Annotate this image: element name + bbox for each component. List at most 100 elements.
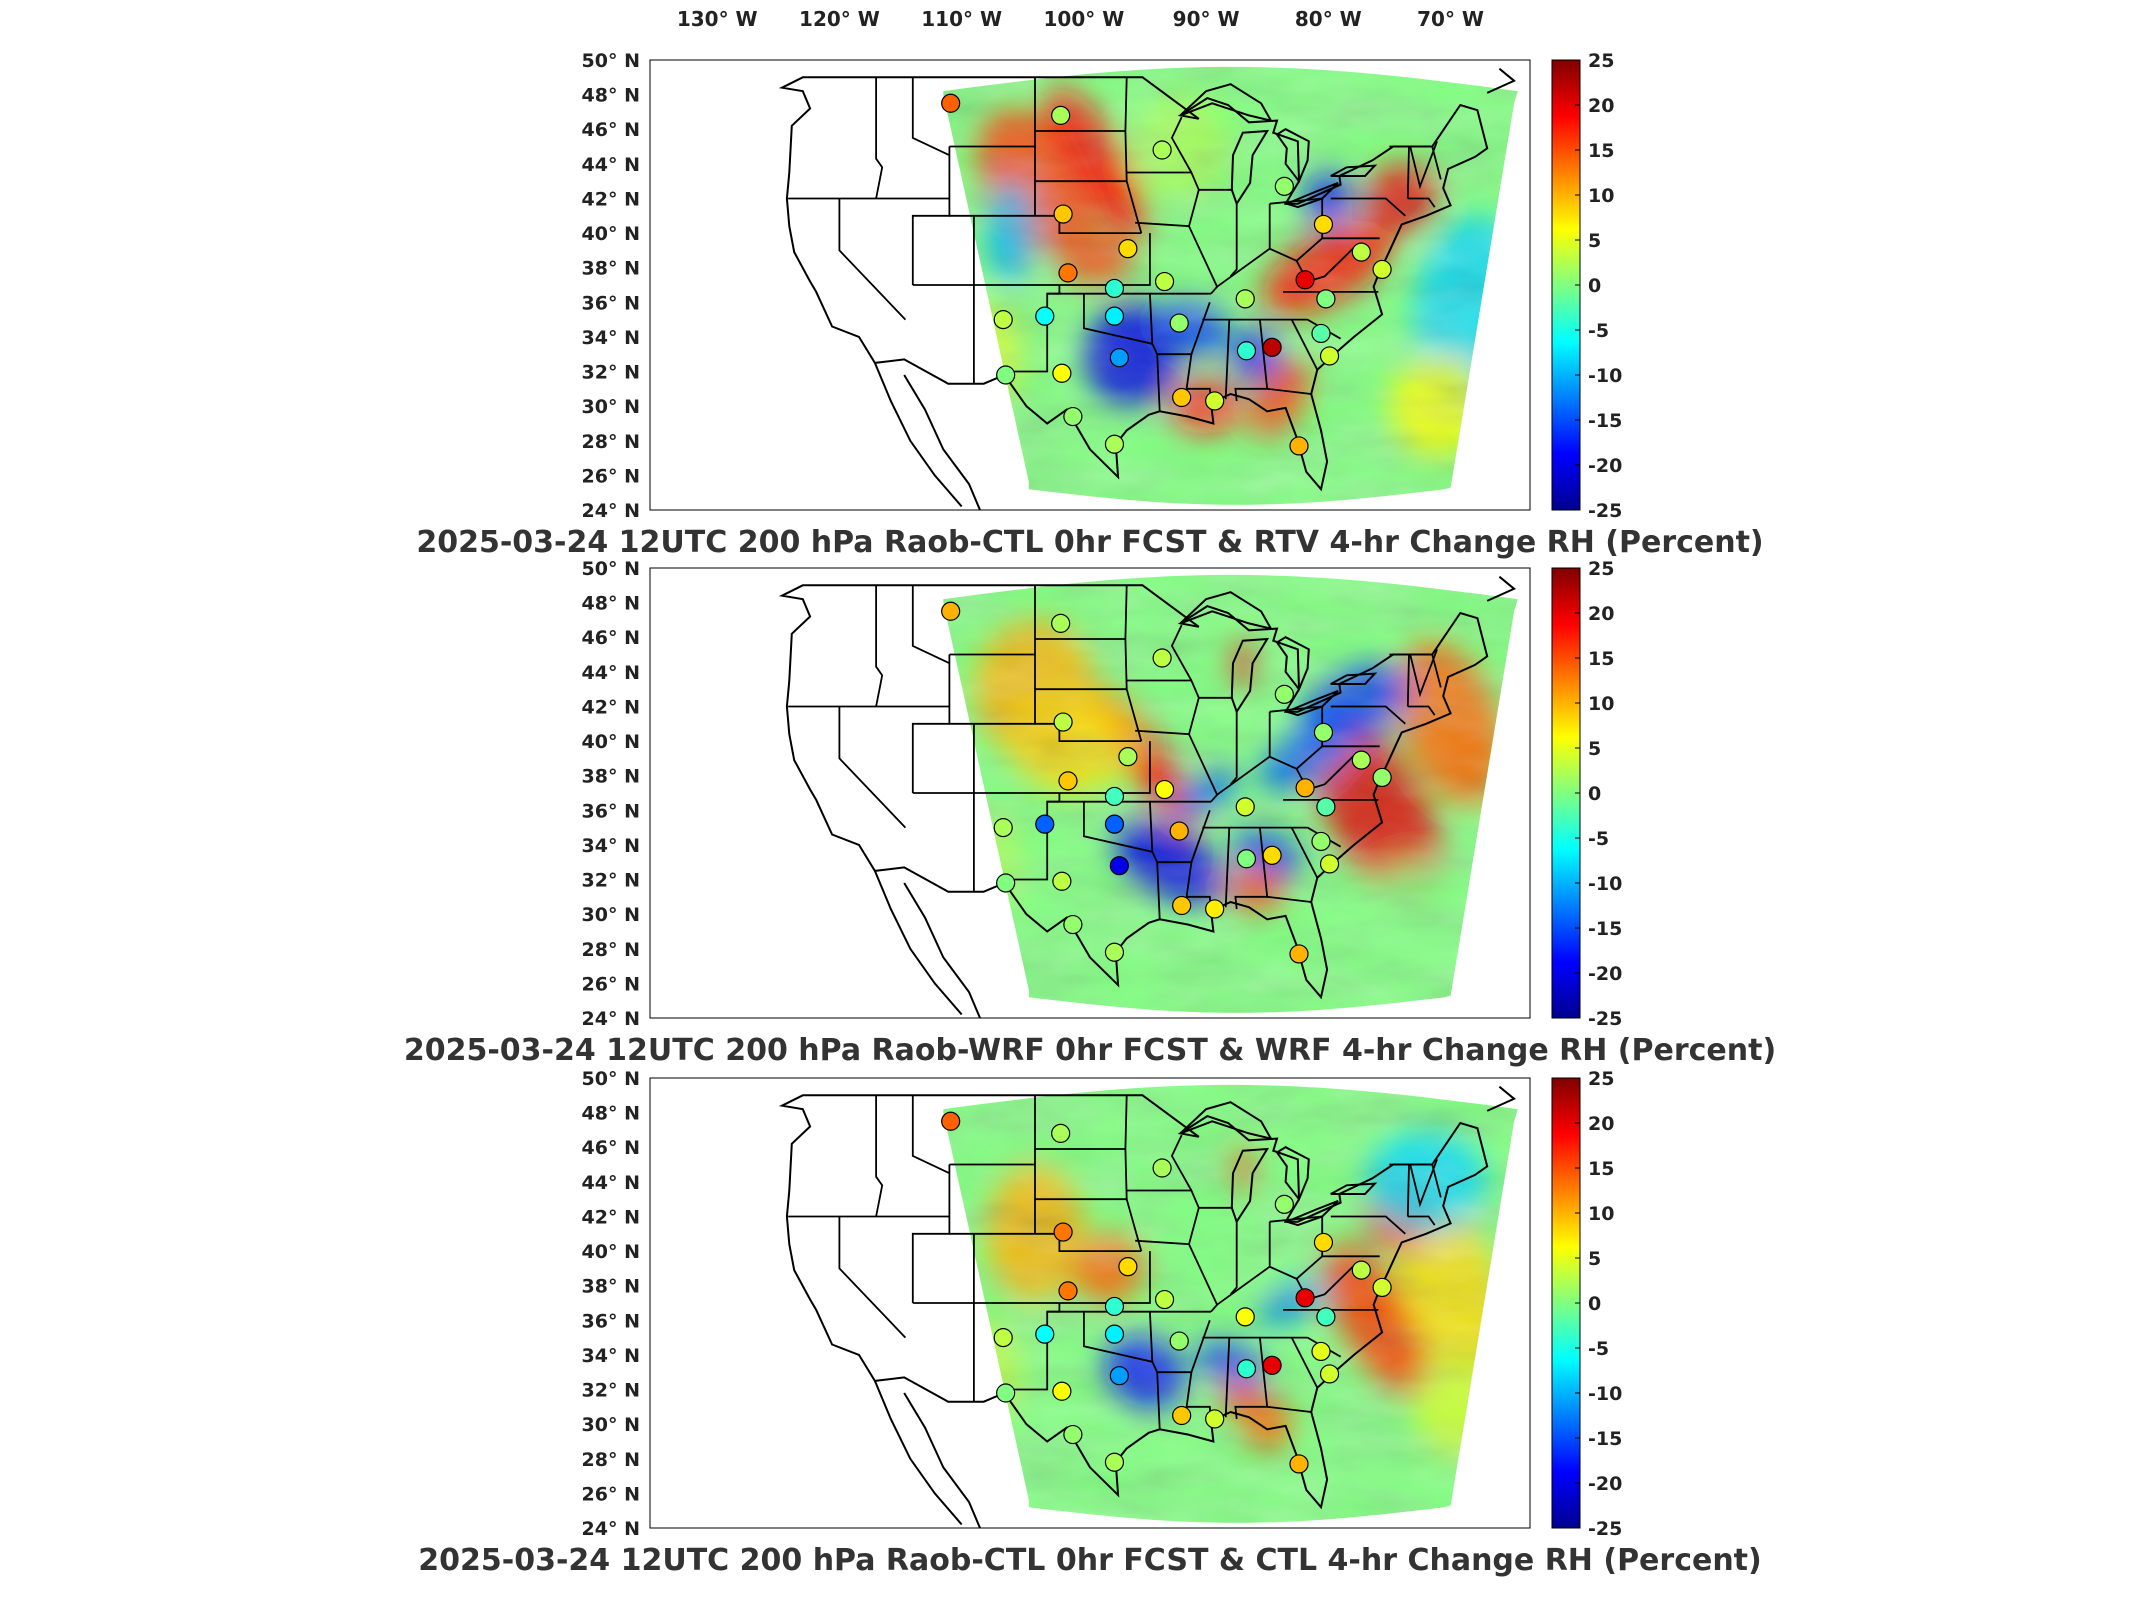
latitude-label: 40° N: [582, 731, 640, 753]
colorbar-tick-label: 5: [1588, 1248, 1601, 1270]
raob-station-marker: [1109, 856, 1129, 876]
raob-station-marker: [1104, 1324, 1125, 1344]
raob-station-marker: [1118, 747, 1138, 767]
state-boundary: [1170, 116, 1193, 173]
raob-station-marker: [993, 1328, 1013, 1348]
raob-station-marker: [1313, 1232, 1334, 1253]
map-frame: [649, 59, 1531, 511]
state-boundary: [1156, 354, 1161, 412]
gaspe-coast: [1486, 575, 1516, 602]
raob-station-marker: [1063, 1424, 1083, 1445]
map-frame: [649, 1077, 1531, 1529]
colorbar-tick-label: -25: [1588, 1008, 1622, 1030]
raob-station-marker: [1053, 712, 1073, 732]
longitude-label: 130° W: [677, 7, 758, 31]
raob-station-marker: [1351, 1260, 1371, 1280]
raob-station-marker: [1154, 779, 1175, 800]
longitude-label: 70° W: [1417, 7, 1484, 31]
colorbar-tick-label: -10: [1588, 873, 1622, 895]
latitude-axis-labels: 50° N 48° N 46° N 44° N 42° N 40° N 38° N 36° N…: [582, 1068, 640, 1540]
latitude-label: 38° N: [582, 766, 640, 788]
latitude-label: 30° N: [582, 904, 640, 926]
state-boundary: [911, 1164, 951, 1303]
colorbar-tick-label: 10: [1588, 185, 1614, 207]
raob-station-marker: [1104, 306, 1125, 326]
state-boundary: [911, 146, 951, 285]
colorbar-tick-label: 25: [1588, 50, 1614, 72]
state-boundary: [1224, 1337, 1231, 1418]
raob-station-marker: [1152, 648, 1172, 668]
raob-station-marker: [993, 818, 1013, 838]
latitude-label: 44° N: [582, 1172, 640, 1194]
colorbar-tick-label: 10: [1588, 1203, 1614, 1225]
state-boundary: [1321, 706, 1380, 748]
latitude-label: 36° N: [582, 292, 640, 314]
state-boundary: [911, 1095, 950, 1175]
colorbar-tick-label: -5: [1588, 320, 1609, 342]
raob-station-marker: [1109, 348, 1129, 368]
latitude-label: 46° N: [582, 627, 640, 649]
raob-station-marker: [1372, 767, 1392, 788]
raob-station-marker: [1051, 613, 1071, 633]
state-boundary: [1059, 233, 1151, 286]
great-lake: [1230, 637, 1270, 714]
great-lake: [1275, 636, 1310, 692]
raob-station-marker: [1262, 337, 1282, 357]
raob-station-marker: [1154, 1289, 1175, 1310]
raob-station-marker: [1236, 341, 1257, 361]
state-boundary: [1330, 1215, 1406, 1235]
raob-station-marker: [1351, 242, 1371, 262]
latitude-label: 30° N: [582, 1414, 640, 1436]
raob-station-marker: [1104, 434, 1125, 454]
raob-station-marker: [1316, 289, 1336, 309]
baja-coast: [873, 362, 963, 508]
great-lake: [1283, 1199, 1339, 1227]
raob-station-marker: [1274, 684, 1294, 704]
great-lake: [1283, 689, 1339, 717]
longitude-axis-labels: 130° W 120° W 110° W 100° W 90° W 80° W 70° W: [677, 7, 1484, 31]
raob-station-marker: [1169, 313, 1189, 333]
raob-station-marker: [1236, 1359, 1257, 1379]
raob-station-marker: [1319, 346, 1340, 366]
state-boundary: [1156, 1372, 1161, 1430]
raob-station-marker: [996, 365, 1016, 385]
latitude-label: 28° N: [582, 939, 640, 961]
raob-station-marker: [1289, 1454, 1309, 1474]
latitude-label: 34° N: [582, 327, 640, 349]
gaspe-coast: [1486, 67, 1516, 94]
latitude-label: 50° N: [582, 558, 640, 580]
colorbar-tick-label: -20: [1588, 455, 1622, 477]
colorbar-tick-label: 10: [1588, 693, 1614, 715]
raob-station-marker: [1058, 1281, 1078, 1301]
raob-station-marker: [1311, 323, 1331, 344]
latitude-axis-labels: 50° N 48° N 46° N 44° N 42° N 40° N 38° N 36° N…: [582, 558, 640, 1030]
state-boundary: [1269, 1215, 1323, 1223]
state-boundary: [1156, 862, 1161, 920]
raob-station-marker: [1205, 899, 1225, 919]
state-boundary: [1267, 387, 1312, 395]
latitude-label: 24° N: [582, 1518, 640, 1540]
raob-station-marker: [941, 1111, 961, 1131]
mexico-coast: [903, 882, 981, 1018]
great-lake: [1230, 1147, 1270, 1224]
coastline-boundaries: [778, 1085, 1516, 1528]
raob-station-marker: [1051, 1123, 1071, 1143]
raob-station-marker: [1311, 831, 1331, 852]
state-boundary: [1330, 197, 1406, 217]
state-boundary: [911, 654, 951, 793]
latitude-label: 28° N: [582, 1449, 640, 1471]
colorbar-tick-label: -25: [1588, 1518, 1622, 1540]
state-boundary: [875, 1095, 884, 1217]
state-boundary: [1234, 1337, 1269, 1420]
raob-station-marker: [1053, 1222, 1073, 1242]
raob-station-marker: [1351, 750, 1371, 770]
colorbar-tick-label: -15: [1588, 1428, 1622, 1450]
colorbar-tick-label: 25: [1588, 558, 1614, 580]
raob-station-marker: [1104, 786, 1125, 807]
coastline-boundaries: [778, 575, 1516, 1018]
state-boundary: [949, 722, 1142, 742]
raob-station-marker: [1104, 1452, 1125, 1472]
state-boundary: [911, 77, 950, 157]
great-lake: [1230, 129, 1270, 206]
raob-station-marker: [1058, 771, 1078, 791]
